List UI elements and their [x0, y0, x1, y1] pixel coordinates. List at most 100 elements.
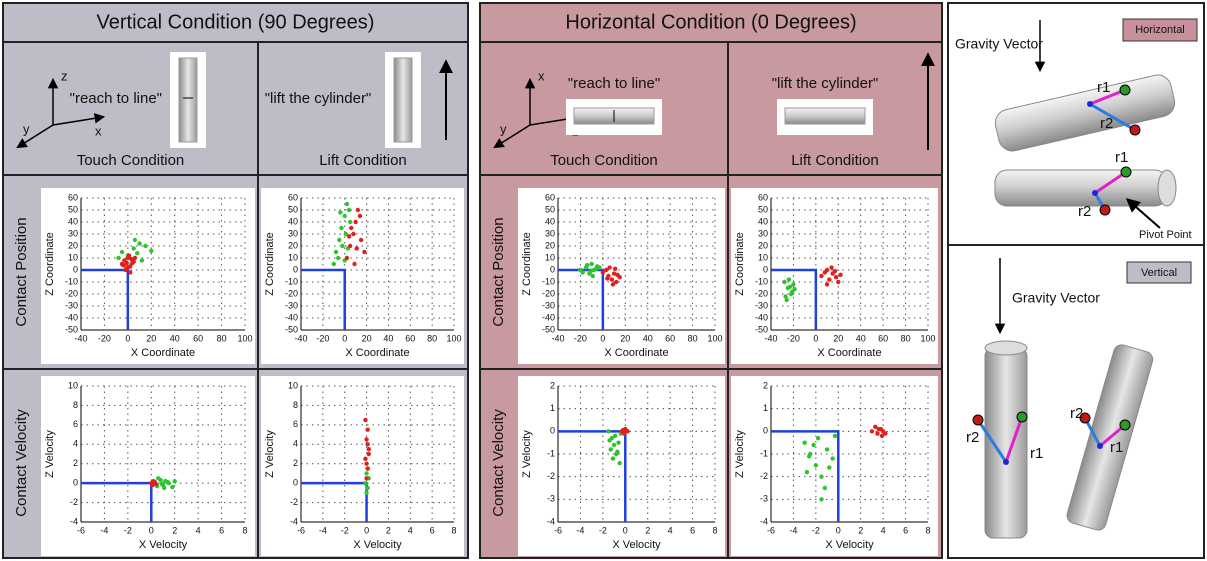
data-point: [345, 256, 349, 260]
data-point: [339, 226, 343, 230]
y-tick-label: 0: [763, 264, 768, 274]
data-point: [615, 450, 619, 454]
data-point: [625, 429, 629, 433]
y-tick-label: 0: [73, 264, 78, 274]
data-point: [621, 428, 625, 432]
y-tick-label: 30: [68, 228, 78, 238]
data-point: [124, 261, 128, 265]
data-point: [589, 262, 593, 266]
data-point: [606, 429, 610, 433]
data-point: [128, 270, 132, 274]
x-tick-label: 40: [856, 333, 866, 343]
y-tick-label: 20: [288, 240, 298, 250]
x-tick-label: 60: [878, 333, 888, 343]
row-label: Contact Velocity: [13, 409, 30, 517]
data-point: [365, 486, 369, 490]
y-tick-label: -4: [70, 516, 78, 526]
data-point: [365, 428, 369, 432]
x-axis-label: X Coordinate: [345, 347, 409, 359]
instruction: "reach to line": [70, 90, 162, 107]
y-tick-label: 1: [763, 403, 768, 413]
data-point: [819, 497, 823, 501]
data-point: [880, 434, 884, 438]
x-tick-label: 4: [668, 525, 673, 535]
x-tick-label: -40: [764, 333, 777, 343]
data-point: [137, 241, 141, 245]
x-tick-label: -4: [319, 525, 327, 535]
x-tick-label: 2: [645, 525, 650, 535]
y-tick-label: -4: [547, 516, 555, 526]
x-tick-label: 20: [146, 333, 156, 343]
data-point: [337, 238, 341, 242]
instruction: "lift the cylinder": [772, 75, 879, 92]
y-tick-label: 50: [68, 204, 78, 214]
data-point: [352, 262, 356, 266]
data-point: [819, 474, 823, 478]
y-tick-label: 0: [293, 264, 298, 274]
x-tick-label: -2: [599, 525, 607, 535]
x-axis-label: X Coordinate: [817, 347, 881, 359]
y-axis-label: Z Coordinate: [44, 232, 56, 296]
y-tick-label: -1: [760, 448, 768, 458]
y-tick-label: 10: [288, 252, 298, 262]
y-tick-label: -30: [755, 300, 768, 310]
radius-label: r2: [966, 429, 979, 446]
y-tick-label: -20: [65, 288, 78, 298]
x-tick-label: 60: [665, 333, 675, 343]
x-tick-label: 4: [196, 525, 201, 535]
x-tick-label: -20: [787, 333, 800, 343]
data-point: [353, 220, 357, 224]
y-axis-label: Z Velocity: [734, 430, 746, 478]
data-point: [332, 262, 336, 266]
data-point: [830, 456, 834, 460]
y-tick-label: 8: [73, 400, 78, 410]
x-tick-label: 6: [903, 525, 908, 535]
data-point: [802, 440, 806, 444]
y-tick-label: 30: [758, 228, 768, 238]
y-tick-label: -10: [285, 276, 298, 286]
y-tick-label: -50: [65, 324, 78, 334]
x-tick-label: 6: [690, 525, 695, 535]
contact-point: [1121, 167, 1131, 177]
x-tick-label: 2: [172, 525, 177, 535]
x-axis-label: X Velocity: [825, 539, 874, 551]
panel-title: Horizontal Condition (0 Degrees): [565, 11, 856, 33]
y-tick-label: -10: [755, 276, 768, 286]
y-tick-label: -10: [65, 276, 78, 286]
y-axis-label: Z Velocity: [521, 430, 533, 478]
x-axis-label: X Coordinate: [131, 347, 195, 359]
data-point: [875, 431, 879, 435]
x-tick-label: -40: [74, 333, 87, 343]
x-tick-label: -6: [77, 525, 85, 535]
data-point: [127, 253, 131, 257]
data-point: [140, 258, 144, 262]
x-tick-label: 40: [383, 333, 393, 343]
data-point: [807, 454, 811, 458]
y-tick-label: -40: [542, 312, 555, 322]
x-tick-label: 6: [430, 525, 435, 535]
x-tick-label: 8: [451, 525, 456, 535]
condition-label: Touch Condition: [550, 152, 658, 169]
data-point: [876, 427, 880, 431]
contact-point: [1120, 420, 1130, 430]
cylinder: [785, 108, 865, 124]
data-point: [805, 470, 809, 474]
data-point: [363, 481, 367, 485]
y-tick-label: 30: [545, 228, 555, 238]
y-tick-label: 4: [293, 439, 298, 449]
y-tick-label: 0: [763, 426, 768, 436]
x-tick-label: 100: [920, 333, 935, 343]
y-tick-label: 1: [550, 403, 555, 413]
data-point: [343, 214, 347, 218]
data-point: [819, 274, 823, 278]
y-tick-label: -1: [547, 448, 555, 458]
x-tick-label: 100: [707, 333, 722, 343]
x-tick-label: 80: [688, 333, 698, 343]
y-tick-label: -3: [760, 494, 768, 504]
radius-label: r2: [1078, 203, 1091, 220]
data-point: [811, 443, 815, 447]
data-point: [347, 234, 351, 238]
data-point: [607, 265, 611, 269]
y-tick-label: -30: [65, 300, 78, 310]
data-point: [364, 462, 368, 466]
